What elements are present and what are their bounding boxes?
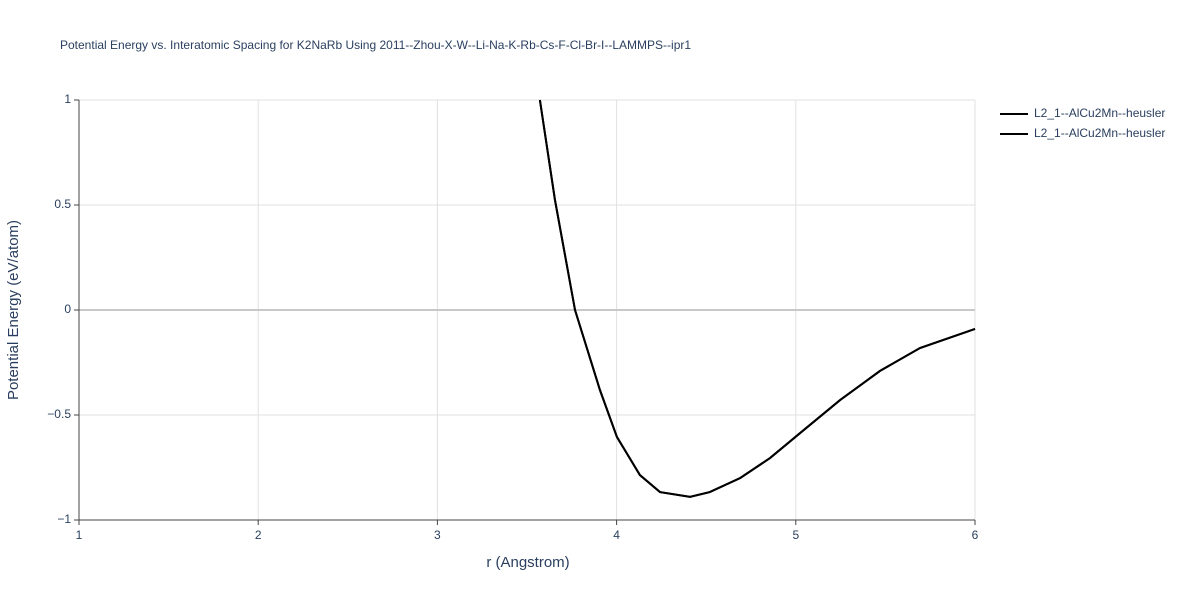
y-tick-label: −0.5 [47, 407, 71, 421]
y-tick-label: −1 [57, 512, 71, 526]
x-tick-label: 6 [972, 528, 979, 542]
x-tick-label: 1 [76, 528, 83, 542]
series-line [538, 99, 976, 498]
y-axis-label: Potential Energy (eV/atom) [5, 220, 22, 400]
legend-label: L2_1--AlCu2Mn--heusler [1034, 126, 1165, 140]
y-tick-label: 0.5 [54, 197, 71, 211]
x-tick-label: 5 [792, 528, 799, 542]
y-tick-label: 1 [64, 92, 71, 106]
legend-label: L2_1--AlCu2Mn--heusler [1034, 106, 1165, 120]
x-tick-label: 2 [255, 528, 262, 542]
x-tick-label: 3 [434, 528, 441, 542]
x-tick-label: 4 [613, 528, 620, 542]
chart-title: Potential Energy vs. Interatomic Spacing… [60, 38, 691, 52]
y-tick-label: 0 [64, 302, 71, 316]
series-line [538, 99, 976, 498]
x-axis-label: r (Angstrom) [486, 554, 569, 571]
